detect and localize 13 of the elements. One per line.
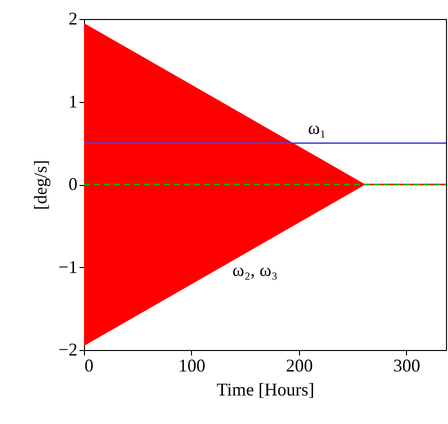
y-axis-title: [deg/s]	[30, 160, 50, 210]
x-axis-title: Time [Hours]	[216, 380, 314, 400]
annotation: ω₂, ω₃	[232, 260, 278, 280]
x-tick-label: 100	[178, 356, 206, 376]
y-tick-label: −2	[58, 340, 78, 360]
x-tick-label: 200	[286, 356, 313, 376]
y-tick-label: 2	[68, 8, 78, 28]
annotation: ω₁	[308, 118, 326, 138]
y-tick-label: 1	[68, 91, 78, 112]
y-tick-label: 0	[68, 174, 78, 194]
x-tick-label: 300	[393, 356, 420, 376]
x-tick-label: 0	[84, 356, 94, 376]
y-tick-label: −1	[58, 256, 78, 277]
